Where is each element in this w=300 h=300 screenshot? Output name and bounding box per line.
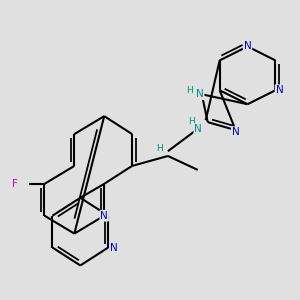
Text: N: N <box>244 41 251 52</box>
Text: N: N <box>100 211 108 221</box>
Text: F: F <box>12 179 18 189</box>
Text: N: N <box>275 85 283 95</box>
Text: H: H <box>188 117 194 126</box>
Text: H: H <box>186 86 192 95</box>
Text: N: N <box>232 127 239 137</box>
Text: N: N <box>110 242 118 253</box>
Text: N: N <box>194 124 202 134</box>
Text: N: N <box>196 89 204 99</box>
Text: H: H <box>156 143 163 152</box>
